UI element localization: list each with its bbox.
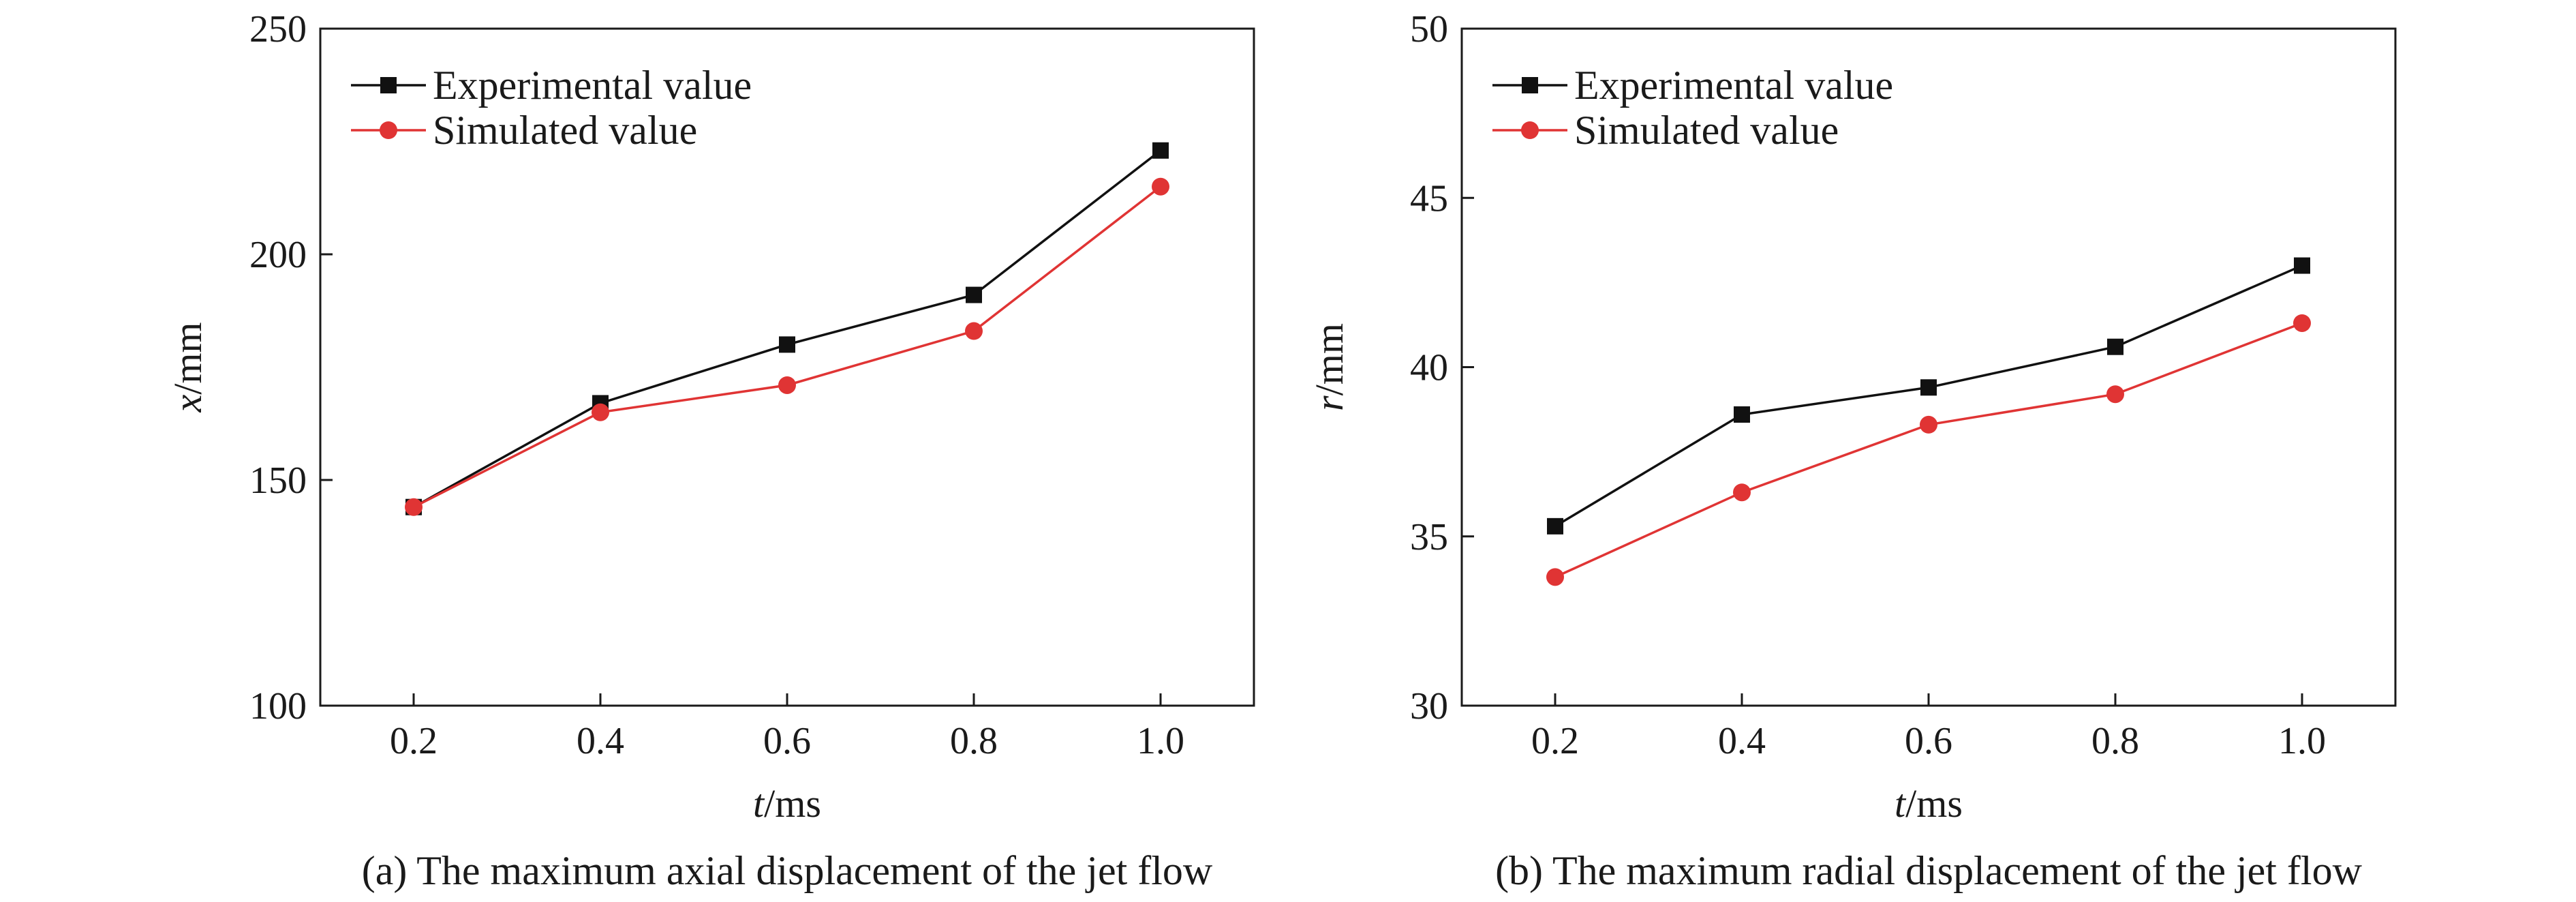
series-line (1554, 322, 2303, 578)
legend-marker (380, 121, 397, 139)
x-tick-label: 1.0 (2278, 720, 2326, 762)
series-simulated (1546, 314, 2311, 586)
data-point (592, 403, 609, 421)
y-tick-label: 200 (249, 234, 307, 276)
y-tick-label: 100 (249, 685, 307, 727)
data-point (1152, 177, 1169, 196)
series-experimental (1547, 257, 2310, 535)
x-axis-unit: /ms (1905, 781, 1963, 826)
legend-label: Simulated value (1574, 108, 1839, 153)
data-point (1733, 483, 1751, 502)
y-tick-label: 45 (1410, 177, 1448, 220)
data-point (779, 336, 795, 353)
data-point (965, 322, 983, 340)
y-tick-label: 150 (249, 460, 307, 502)
x-tick-label: 0.6 (763, 720, 811, 762)
series-experimental (405, 142, 1169, 515)
legend-label: Experimental value (433, 63, 752, 108)
x-tick-label: 1.0 (1137, 720, 1184, 762)
series-line (413, 149, 1162, 509)
y-tick-label: 250 (249, 8, 307, 50)
series-line (1554, 264, 2303, 528)
x-tick-label: 0.4 (577, 720, 624, 762)
legend-marker (380, 77, 397, 93)
series-simulated (405, 177, 1169, 516)
y-axis-unit: /mm (166, 322, 210, 394)
data-point (1734, 406, 1750, 423)
x-tick-label: 0.8 (950, 720, 998, 762)
legend-marker (1522, 77, 1538, 93)
y-axis-title: r/mm (1307, 323, 1351, 411)
data-point (2106, 385, 2124, 404)
data-point (1920, 415, 1937, 434)
data-point (966, 286, 982, 303)
x-axis-variable: t (1895, 781, 1907, 826)
data-point (1547, 517, 1563, 535)
chart-caption: (b) The maximum radial displacement of t… (1495, 848, 2363, 893)
x-tick-label: 0.2 (390, 720, 438, 762)
chart-caption: (a) The maximum axial displacement of th… (362, 848, 1213, 893)
data-point (2294, 257, 2310, 274)
x-axis-title: t/ms (1895, 781, 1963, 826)
y-axis-variable: r (1307, 395, 1351, 411)
data-point (1546, 568, 1564, 586)
data-point (1152, 142, 1169, 159)
data-point (2107, 338, 2123, 355)
y-tick-label: 40 (1410, 347, 1448, 389)
y-tick-label: 35 (1410, 516, 1448, 558)
x-axis-title: t/ms (753, 781, 821, 826)
x-tick-label: 0.8 (2091, 720, 2139, 762)
legend-marker (1521, 121, 1539, 139)
legend-label: Experimental value (1574, 63, 1893, 108)
data-point (405, 498, 423, 516)
x-tick-label: 0.6 (1905, 720, 1952, 762)
y-axis-unit: /mm (1307, 323, 1351, 395)
x-tick-label: 0.4 (1718, 720, 1766, 762)
chart-a-axial-displacement: 100 150 200 250 0.2 0.4 0.6 0.8 1.0 t/ms x/mm Exper… (166, 8, 1255, 893)
y-tick-label: 50 (1410, 8, 1448, 50)
data-point (2293, 314, 2311, 332)
x-axis-unit: /ms (764, 781, 821, 826)
y-axis-title: x/mm (166, 322, 210, 412)
y-tick-label: 30 (1410, 685, 1448, 727)
chart-b-radial-displacement: 30 35 40 45 50 0.2 0.4 0.6 0.8 1.0 t/ms r/mm Experim… (1307, 8, 2397, 893)
x-axis-variable: t (753, 781, 765, 826)
data-point (778, 376, 796, 394)
x-tick-label: 0.2 (1531, 720, 1579, 762)
y-axis-variable: x (166, 395, 210, 413)
data-point (1920, 379, 1937, 396)
legend-label: Simulated value (433, 108, 697, 153)
